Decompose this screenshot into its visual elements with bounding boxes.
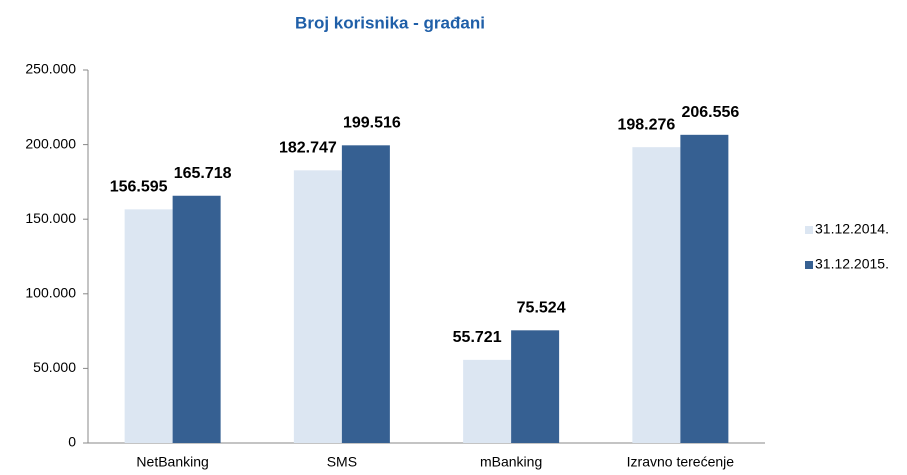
legend-label: 31.12.2014. [815,221,889,237]
bar [680,134,729,443]
x-tick-label: mBanking [480,454,542,470]
y-tick-label: 200.000 [25,135,76,151]
y-tick-label: 0 [68,434,76,450]
legend-label: 31.12.2015. [815,256,889,272]
value-label: 206.556 [681,104,739,121]
value-label: 75.524 [517,300,566,317]
value-label: 198.276 [617,116,675,133]
x-tick-label: Izravno terećenje [627,454,735,470]
y-tick-label: 50.000 [33,359,76,375]
x-tick-label: SMS [327,454,357,470]
bar [172,195,221,443]
y-tick-label: 150.000 [25,210,76,226]
x-tick-label: NetBanking [136,454,208,470]
value-label: 55.721 [453,329,502,346]
value-label: 156.595 [110,179,168,196]
bar [463,359,512,443]
legend-swatch [805,261,813,269]
value-label: 182.747 [279,140,337,157]
bar [511,330,560,443]
y-tick-label: 100.000 [25,285,76,301]
value-label: 165.718 [174,165,232,182]
y-tick-label: 250.000 [25,61,76,77]
bar [632,147,681,443]
bar [341,145,390,443]
legend-swatch [805,226,813,234]
value-label: 199.516 [343,115,401,132]
bar [293,170,342,443]
bar [124,209,173,443]
chart-title: Broj korisnika - građani [295,13,485,32]
